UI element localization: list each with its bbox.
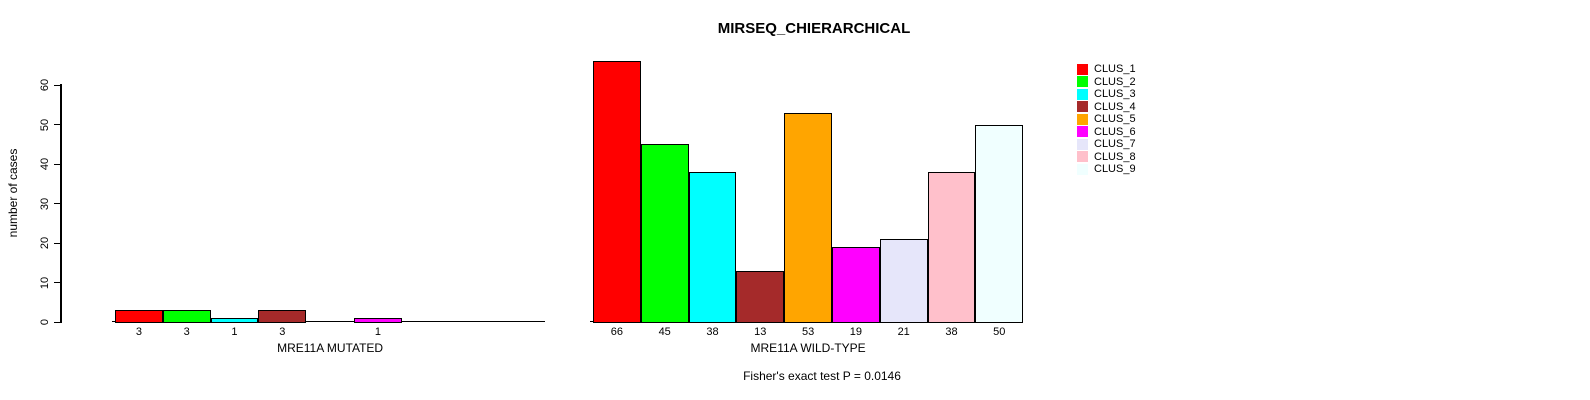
legend-label: CLUS_9 xyxy=(1094,163,1136,175)
bar-value-label: 50 xyxy=(993,326,1006,338)
legend-swatch-clus-2 xyxy=(1077,76,1088,88)
legend-item: CLUS_9 xyxy=(1077,163,1136,176)
legend-label: CLUS_6 xyxy=(1094,125,1136,138)
legend-label: CLUS_4 xyxy=(1094,100,1136,113)
y-axis-tick-label: 0 xyxy=(39,318,51,326)
bar-value-label: 1 xyxy=(374,326,381,338)
legend-label: CLUS_8 xyxy=(1094,150,1136,163)
bar-clus-4 xyxy=(258,310,307,323)
bar-value-label: 1 xyxy=(231,326,238,338)
legend-label: CLUS_5 xyxy=(1094,113,1136,125)
chart-legend: CLUS_1 CLUS_2 CLUS_3 CLUS_4 CLUS_5 CLUS_6 CLUS… xyxy=(1077,63,1136,176)
legend-item: CLUS_2 xyxy=(1077,76,1136,89)
x-axis-group-label: MRE11A WILD-TYPE xyxy=(750,341,866,355)
legend-swatch-clus-3 xyxy=(1077,88,1088,100)
legend-swatch-clus-7 xyxy=(1077,138,1088,150)
legend-swatch-clus-6 xyxy=(1077,126,1088,138)
legend-swatch-clus-8 xyxy=(1077,151,1088,163)
fisher-test-note: Fisher's exact test P = 0.0146 xyxy=(743,369,901,383)
y-axis-tick-label: 50 xyxy=(39,118,51,131)
legend-item: CLUS_8 xyxy=(1077,151,1136,164)
legend-swatch-clus-5 xyxy=(1077,113,1088,125)
bar-value-label: 38 xyxy=(945,326,958,338)
bar-value-label: 66 xyxy=(610,326,624,338)
legend-item: CLUS_5 xyxy=(1077,113,1136,126)
bar-clus-3 xyxy=(688,171,737,323)
bar-clus-7 xyxy=(879,239,928,323)
bar-value-label: 13 xyxy=(754,326,767,338)
legend-label: CLUS_3 xyxy=(1094,88,1136,100)
legend-label: CLUS_1 xyxy=(1094,63,1136,75)
legend-item: CLUS_7 xyxy=(1077,138,1136,151)
x-axis-line xyxy=(112,321,546,322)
legend-label: CLUS_2 xyxy=(1094,75,1136,88)
legend-swatch-clus-4 xyxy=(1077,101,1088,113)
bar-value-label: 45 xyxy=(658,326,671,338)
bar-clus-1 xyxy=(593,61,641,323)
y-axis-tick-label: 60 xyxy=(39,78,51,92)
y-axis-tick xyxy=(54,163,61,165)
bar-clus-6 xyxy=(354,318,402,323)
bar-clus-1 xyxy=(115,310,163,323)
y-axis-title: number of cases xyxy=(6,148,20,238)
bar-clus-3 xyxy=(210,318,259,323)
y-axis-tick-label: 10 xyxy=(39,276,51,289)
bar-clus-2 xyxy=(640,144,689,323)
y-axis-tick-label: 40 xyxy=(39,157,51,171)
bar-value-label: 19 xyxy=(849,326,863,338)
bar-clus-8 xyxy=(927,171,976,323)
bar-value-label: 53 xyxy=(801,326,815,338)
bar-clus-6 xyxy=(832,246,880,323)
y-axis-tick xyxy=(54,321,61,323)
bar-value-label: 3 xyxy=(279,326,286,338)
legend-swatch-clus-9 xyxy=(1077,163,1088,175)
chart-title: MIRSEQ_CHIERARCHICAL xyxy=(717,20,911,37)
x-axis-group-label: MRE11A MUTATED xyxy=(277,341,384,355)
legend-swatch-clus-1 xyxy=(1077,63,1088,75)
y-axis-tick xyxy=(54,84,61,86)
y-axis-tick xyxy=(54,242,61,244)
legend-item: CLUS_6 xyxy=(1077,126,1136,139)
legend-label: CLUS_7 xyxy=(1094,138,1136,150)
y-axis-tick xyxy=(54,203,61,204)
y-axis-tick-label: 30 xyxy=(39,197,51,210)
bar-value-label: 38 xyxy=(706,326,719,338)
bar-value-label: 3 xyxy=(183,326,190,338)
bar-clus-9 xyxy=(975,124,1024,323)
legend-item: CLUS_4 xyxy=(1077,101,1136,114)
legend-item: CLUS_1 xyxy=(1077,63,1136,76)
bar-clus-5 xyxy=(784,112,832,323)
y-axis-tick-label: 20 xyxy=(39,236,51,250)
legend-item: CLUS_3 xyxy=(1077,88,1136,101)
y-axis-tick xyxy=(54,124,61,125)
bar-clus-4 xyxy=(736,270,785,323)
bar-value-label: 3 xyxy=(135,326,142,338)
bar-clus-2 xyxy=(162,310,211,323)
y-axis-tick xyxy=(54,282,61,283)
bar-value-label: 21 xyxy=(897,326,910,338)
